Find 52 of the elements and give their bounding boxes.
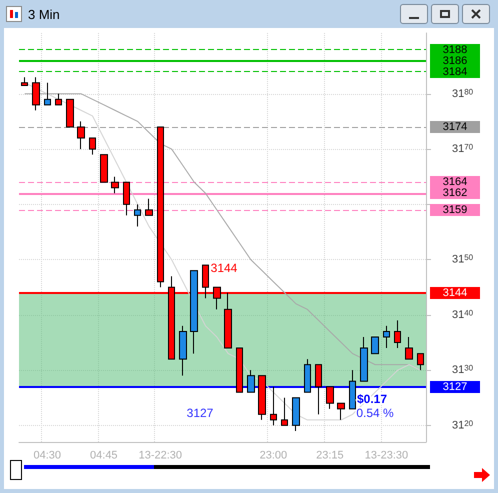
- candlestick: [190, 270, 198, 354]
- candlestick: [44, 82, 51, 106]
- candlestick: [349, 370, 356, 410]
- chart-title: 3 Min: [28, 6, 60, 22]
- price-tag: 3186: [430, 54, 480, 67]
- x-tick-label: 23:00: [260, 450, 288, 462]
- price-tag: 3144: [430, 286, 480, 299]
- candlestick: [32, 76, 40, 111]
- candlestick: [405, 336, 413, 360]
- x-tick-label: 04:45: [90, 450, 118, 462]
- price-tag: 3127: [430, 380, 480, 393]
- candlestick: [66, 98, 74, 128]
- price-tag: 3174: [430, 120, 480, 133]
- candlestick: [383, 325, 390, 349]
- candlestick: [77, 120, 85, 150]
- candlestick: [281, 397, 288, 426]
- annotation: $0.17: [356, 392, 388, 406]
- candlestick: [145, 198, 153, 216]
- candlestick: [417, 353, 424, 371]
- candlestick: [134, 204, 141, 227]
- price-tag: 3162: [430, 187, 480, 200]
- candlestick: [315, 364, 322, 415]
- candlestick: [157, 126, 164, 288]
- candlestick: [236, 348, 243, 393]
- price-tag: 3188: [430, 44, 480, 56]
- candlestick: [89, 138, 96, 156]
- candlestick: [55, 93, 62, 106]
- x-tick-label: 13-23:30: [364, 450, 408, 462]
- candlestick: [394, 320, 401, 349]
- x-tick-label: 04:30: [34, 450, 62, 462]
- candlestick: [360, 336, 368, 382]
- candlestick: [21, 76, 28, 86]
- price-tag: 3159: [430, 204, 480, 216]
- x-tick-label: 13-22:30: [138, 450, 182, 462]
- candlestick: [337, 402, 345, 420]
- candlestick: [111, 176, 119, 194]
- candlestick: [258, 375, 266, 420]
- x-tick-label: 23:15: [316, 450, 344, 462]
- price-tag: 3164: [430, 176, 480, 188]
- candlestick: [100, 154, 108, 183]
- price-tag: 3184: [430, 66, 480, 78]
- candlestick: [304, 358, 311, 393]
- candlestick: [270, 386, 277, 426]
- candlestick: [123, 182, 130, 216]
- annotation: 3127: [186, 406, 214, 420]
- annotation: 0.54 %: [356, 406, 394, 420]
- candlestick: [292, 397, 300, 432]
- candlestick: [247, 370, 255, 393]
- annotation: 3144: [210, 261, 238, 275]
- candlestick: [371, 336, 379, 354]
- candlestick: [179, 325, 187, 376]
- candlestick: [326, 386, 334, 410]
